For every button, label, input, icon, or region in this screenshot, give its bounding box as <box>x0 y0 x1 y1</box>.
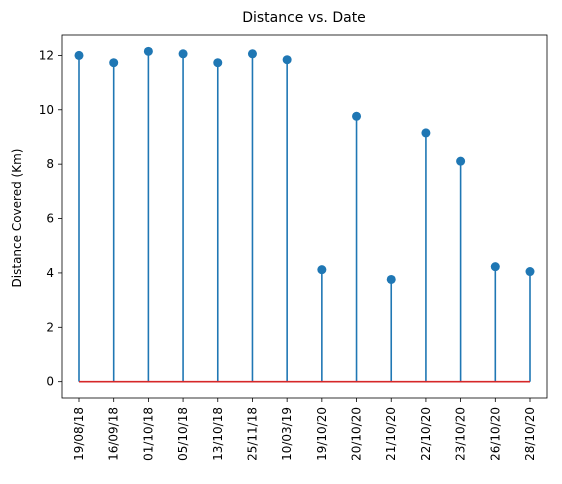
x-tick-label: 25/11/18 <box>245 407 259 461</box>
x-tick-label: 13/10/18 <box>211 407 225 461</box>
y-tick-label: 0 <box>46 375 54 389</box>
stem-marker <box>490 262 500 272</box>
chart-title: Distance vs. Date <box>242 10 366 26</box>
x-tick-label: 01/10/18 <box>141 407 155 461</box>
x-tick-label: 19/10/20 <box>315 407 329 461</box>
stem-marker <box>525 267 535 277</box>
x-tick-label: 23/10/20 <box>454 407 468 461</box>
stem-marker <box>352 111 362 121</box>
y-tick-label: 6 <box>46 212 54 226</box>
stem-marker <box>109 58 119 68</box>
stem-marker <box>456 156 466 166</box>
y-tick-label: 4 <box>46 266 54 280</box>
stem-marker <box>421 128 431 138</box>
x-axis: 19/08/18 16/09/18 01/10/18 05/10/18 13/10/18… <box>72 398 537 461</box>
x-tick-label: 28/10/20 <box>523 407 537 461</box>
y-tick-label: 12 <box>39 48 54 62</box>
x-tick-label: 19/08/18 <box>72 407 86 461</box>
stem-marker <box>74 50 84 60</box>
stem-marker <box>247 49 257 59</box>
stem-marker <box>213 58 223 68</box>
y-axis: 0 2 4 6 8 10 12 <box>39 48 62 389</box>
stem-marker <box>317 265 327 275</box>
stems <box>78 51 531 382</box>
x-tick-label: 22/10/20 <box>419 407 433 461</box>
x-tick-label: 16/09/18 <box>107 407 121 461</box>
x-tick-label: 21/10/20 <box>384 407 398 461</box>
x-tick-label: 05/10/18 <box>176 407 190 461</box>
y-tick-label: 2 <box>46 320 54 334</box>
markers <box>74 46 535 284</box>
x-tick-label: 20/10/20 <box>350 407 364 461</box>
plot-area <box>61 34 548 399</box>
stem-marker <box>143 46 153 56</box>
stem-marker <box>386 274 396 284</box>
y-axis-label: Distance Covered (Km) <box>10 149 24 288</box>
x-tick-label: 26/10/20 <box>488 407 502 461</box>
y-tick-label: 8 <box>46 157 54 171</box>
stem-marker <box>282 55 292 65</box>
x-tick-label: 10/03/19 <box>280 407 294 461</box>
stem-marker <box>178 49 188 59</box>
y-tick-label: 10 <box>39 103 54 117</box>
